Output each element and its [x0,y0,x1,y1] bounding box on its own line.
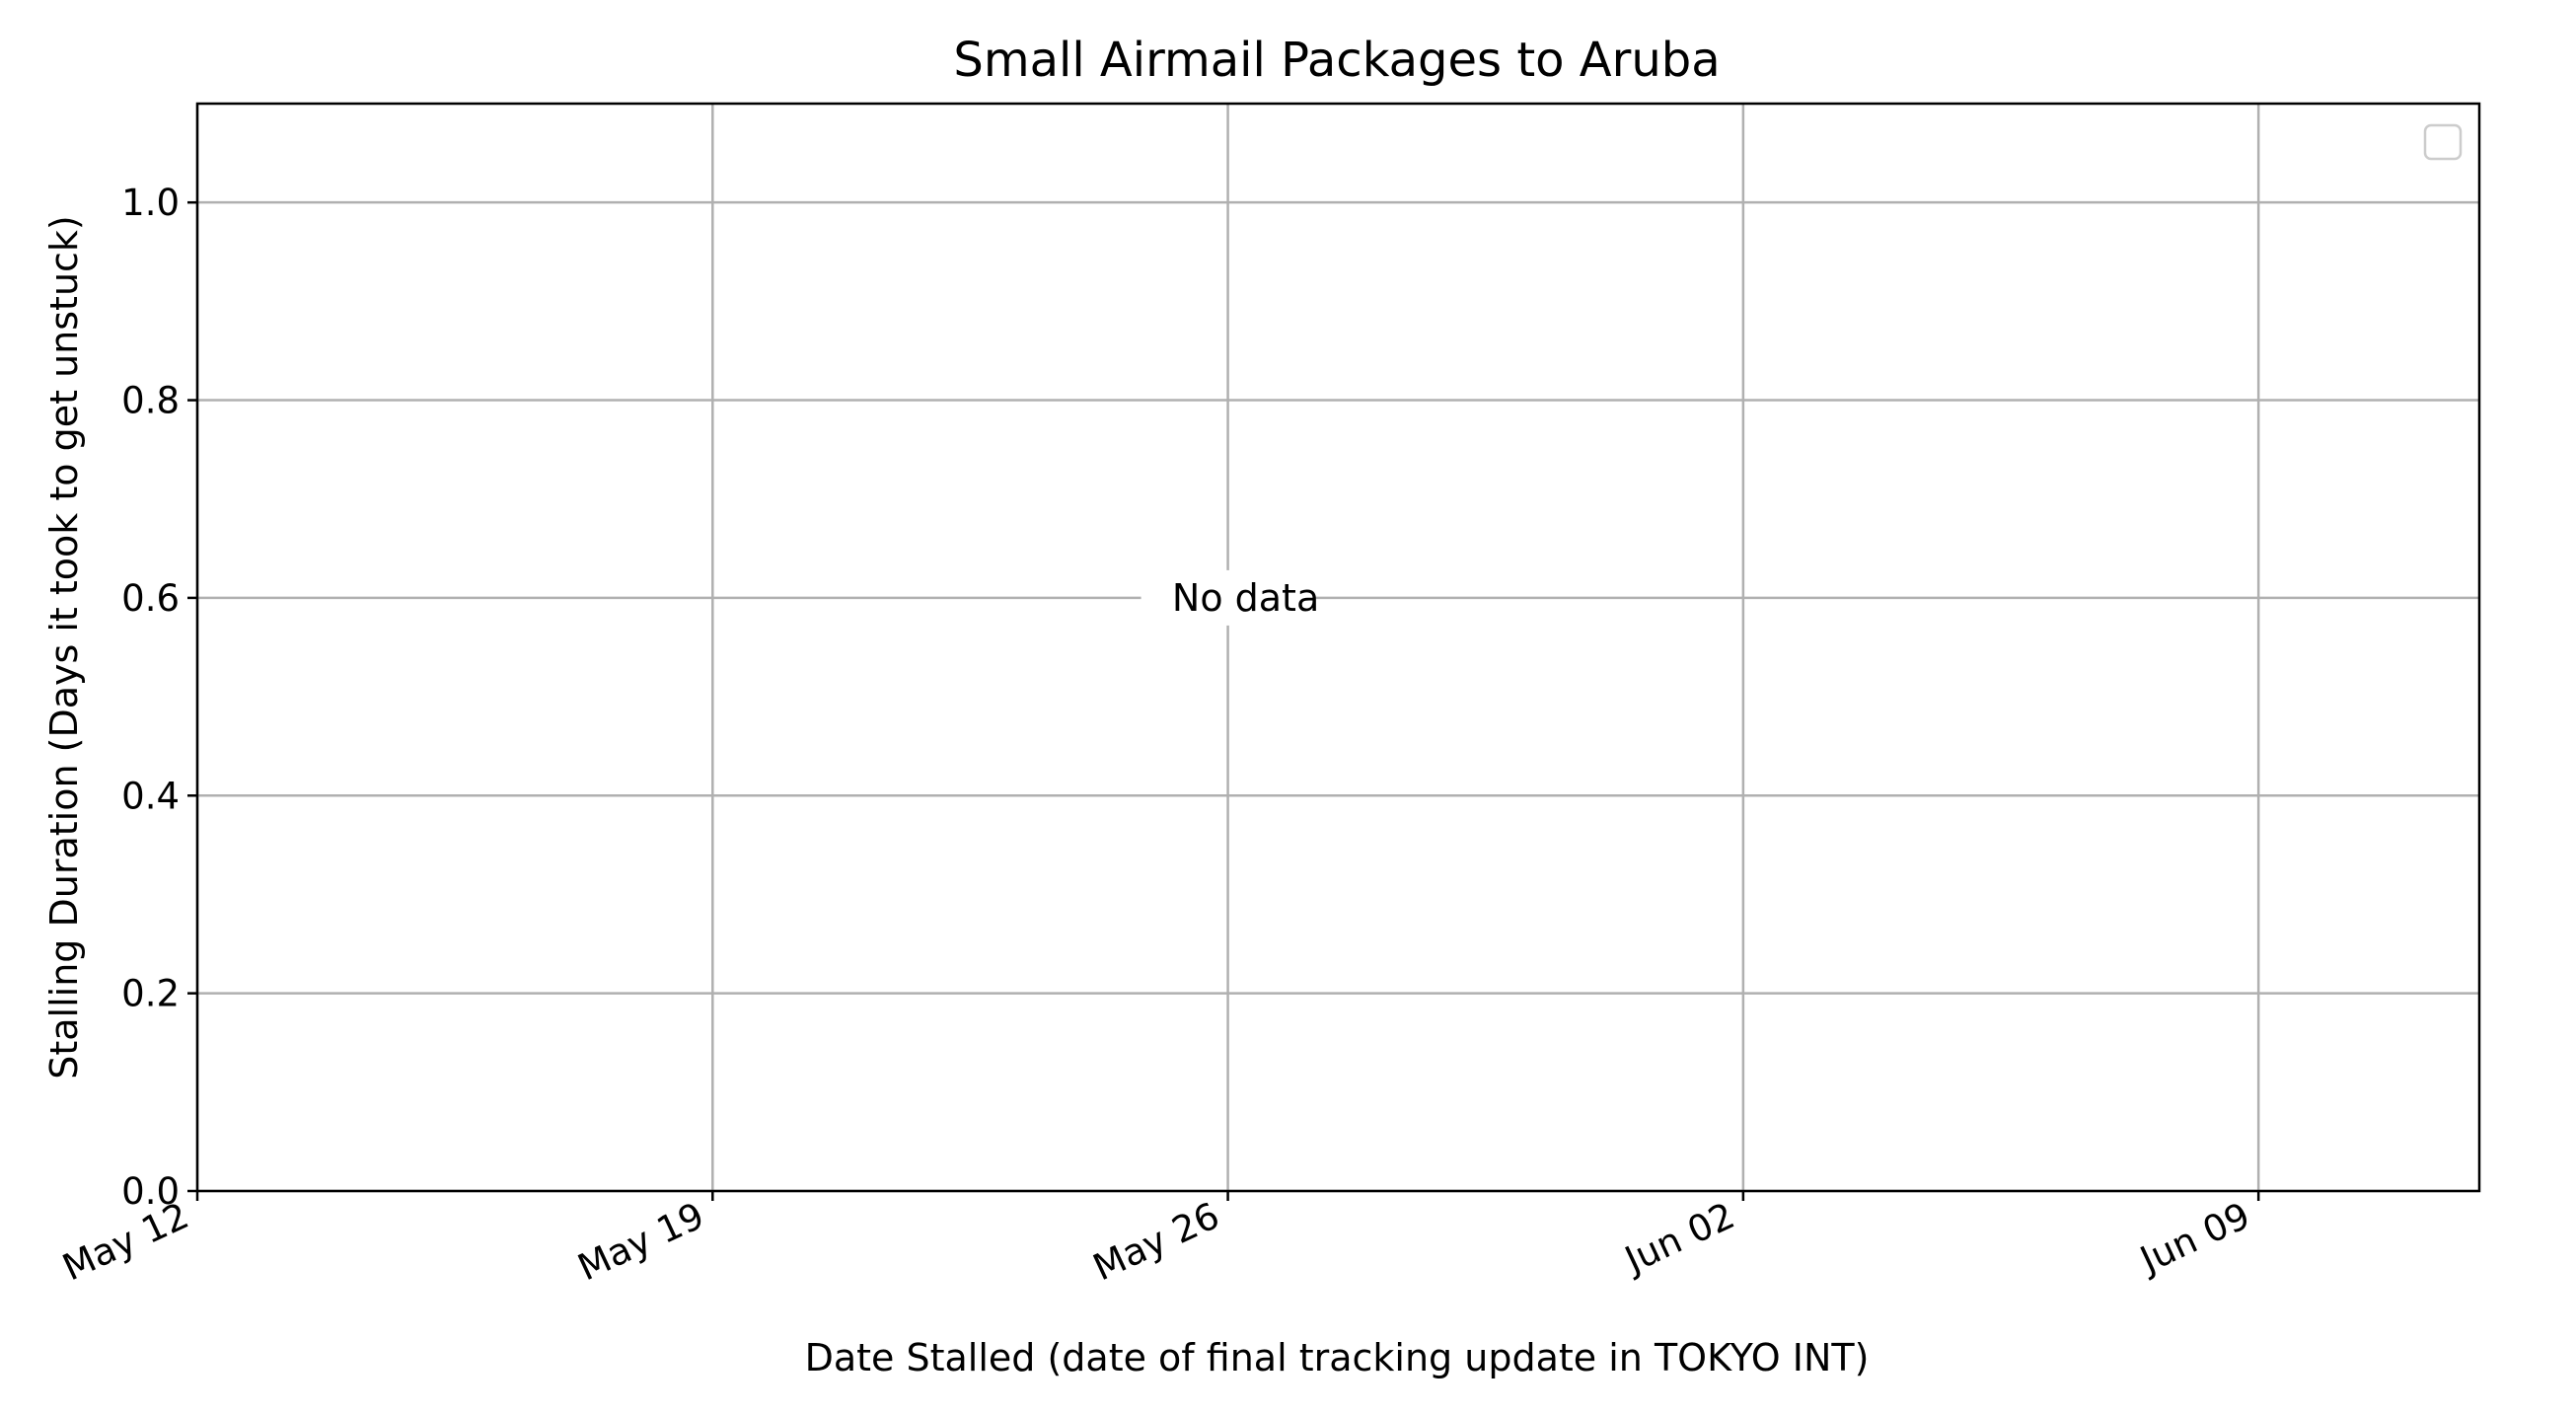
y-axis-label: Stalling Duration (Days it took to get u… [42,215,86,1080]
y-axis-ticks: 0.0 0.2 0.4 0.6 0.8 1.0 [121,182,197,1213]
legend-box [2423,123,2463,161]
y-tick-label: 0.8 [121,380,180,422]
chart-title: Small Airmail Packages to Aruba [953,33,1720,88]
x-axis-label: Date Stalled (date of final tracking upd… [805,1336,1870,1379]
grid-layer [195,104,2479,1193]
y-tick-label: 0.4 [121,775,180,817]
legend [2423,123,2463,161]
x-tick-label: Jun 09 [2132,1194,2256,1282]
annotation-background [1141,569,1315,626]
y-tick-label: 1.0 [121,182,180,224]
y-tick-label: 0.6 [121,577,180,620]
annotation-layer: No data [1141,569,1319,626]
no-data-annotation: No data [1172,576,1319,620]
x-axis-ticks: May 12 May 19 May 26 Jun 02 Jun 09 [56,1191,2260,1289]
plot-area-frame [195,102,2481,1193]
x-tick-label: May 26 [1087,1194,1226,1289]
y-tick-label: 0.0 [121,1170,180,1213]
y-tick-label: 0.2 [121,973,180,1015]
x-tick-label: May 19 [571,1194,710,1289]
x-tick-label: Jun 02 [1617,1194,1741,1282]
